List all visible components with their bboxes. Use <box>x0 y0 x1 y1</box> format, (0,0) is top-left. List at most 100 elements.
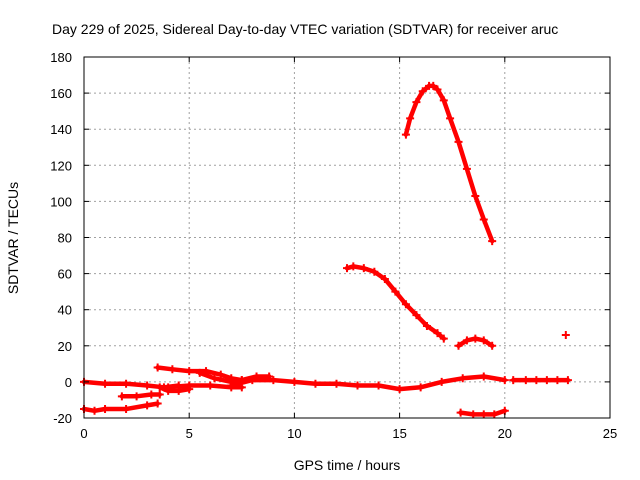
y-tick-label: 120 <box>50 158 72 173</box>
data-point <box>532 376 541 385</box>
data-point <box>422 321 431 330</box>
data-point <box>561 330 570 339</box>
data-point <box>248 376 257 385</box>
data-point <box>370 267 379 276</box>
y-axis-label: SDTVAR / TECUs <box>5 182 21 294</box>
x-tick-label: 5 <box>186 426 193 441</box>
y-tick-label: 20 <box>58 339 72 354</box>
data-point <box>456 408 465 417</box>
data-point <box>479 336 488 345</box>
data-point <box>391 287 400 296</box>
x-tick-label: 25 <box>603 426 617 441</box>
data-point <box>90 406 99 415</box>
data-point <box>155 390 164 399</box>
data-point <box>147 390 156 399</box>
data-point <box>521 376 530 385</box>
data-point <box>488 341 497 350</box>
data-series <box>80 81 572 419</box>
data-point <box>462 336 471 345</box>
data-point <box>143 401 152 410</box>
data-point <box>479 372 488 381</box>
series-line <box>119 392 162 399</box>
data-point <box>349 262 358 271</box>
y-tick-label: 60 <box>58 267 72 282</box>
data-point <box>500 376 509 385</box>
data-point <box>553 376 562 385</box>
data-point <box>168 365 177 374</box>
data-point <box>195 368 204 377</box>
data-point <box>471 191 480 200</box>
data-point <box>490 410 499 419</box>
series-line <box>344 264 447 341</box>
series-line <box>157 385 192 394</box>
data-point <box>433 85 442 94</box>
data-point <box>401 300 410 309</box>
data-point <box>488 237 497 246</box>
x-tick-label: 15 <box>392 426 406 441</box>
series-arc-5 <box>155 383 194 395</box>
series-arc-13 <box>509 376 572 385</box>
data-point <box>122 404 131 413</box>
y-tick-label: 80 <box>58 231 72 246</box>
y-tick-label: 180 <box>50 50 72 65</box>
data-point <box>332 379 341 388</box>
data-point <box>406 114 415 123</box>
plot-frame <box>83 56 611 419</box>
data-point <box>509 376 518 385</box>
data-point <box>418 87 427 96</box>
data-point <box>269 376 278 385</box>
data-point <box>412 98 421 107</box>
x-tick-label: 0 <box>80 426 87 441</box>
data-point <box>401 130 410 139</box>
data-point <box>416 383 425 392</box>
data-point <box>164 383 173 392</box>
data-point <box>132 392 141 401</box>
data-point <box>471 334 480 343</box>
series-arc-14 <box>561 330 570 339</box>
data-point <box>155 383 164 392</box>
data-point <box>122 379 131 388</box>
data-point <box>479 215 488 224</box>
data-point <box>454 137 463 146</box>
data-point <box>458 374 467 383</box>
y-tick-label: 160 <box>50 86 72 101</box>
data-point <box>563 376 572 385</box>
x-tick-label: 20 <box>498 426 512 441</box>
data-point <box>206 381 215 390</box>
data-point <box>542 376 551 385</box>
series-arc-11 <box>454 334 497 350</box>
series-arc-3 <box>117 390 164 401</box>
series-arc-6 <box>164 381 246 392</box>
data-point <box>227 381 236 390</box>
y-tick-label: 40 <box>58 303 72 318</box>
chart-title: Day 229 of 2025, Sidereal Day-to-day VTE… <box>52 21 558 37</box>
data-point <box>143 381 152 390</box>
data-point <box>343 264 351 273</box>
series-line <box>403 83 495 244</box>
data-point <box>437 377 446 386</box>
data-point <box>395 385 404 394</box>
data-point <box>153 363 162 372</box>
y-tick-label: 0 <box>65 375 72 390</box>
data-point <box>479 410 488 419</box>
x-axis-label: GPS time / hours <box>294 457 401 473</box>
data-point <box>117 392 126 401</box>
data-point <box>101 404 110 413</box>
data-point <box>185 381 194 390</box>
data-point <box>185 367 194 376</box>
data-point <box>439 96 448 105</box>
y-tick-label: 100 <box>50 194 72 209</box>
axis-ticks: 0 5 10 15 20 25 -20 0 20 40 60 80 100 120 140 160 180 <box>50 50 617 441</box>
data-point <box>359 264 368 273</box>
data-point <box>210 374 219 383</box>
data-point <box>462 164 471 173</box>
series-arc-8 <box>227 372 509 394</box>
data-point <box>439 334 448 343</box>
data-point <box>446 114 455 123</box>
series-arc-9 <box>343 262 448 343</box>
series-arc-10 <box>401 81 497 246</box>
y-tick-label: -20 <box>53 411 72 426</box>
data-point <box>380 275 389 284</box>
x-tick-label: 10 <box>287 426 301 441</box>
